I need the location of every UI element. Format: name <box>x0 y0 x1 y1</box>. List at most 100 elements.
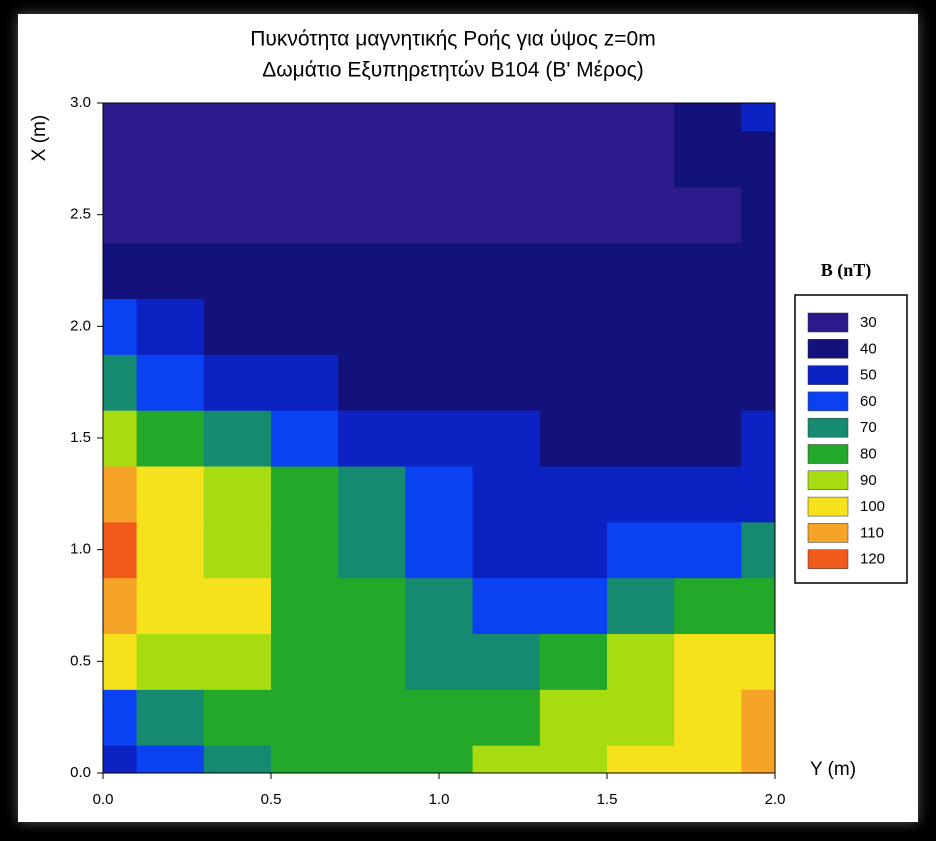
contour-cell <box>741 633 775 690</box>
contour-cell <box>338 354 406 411</box>
contour-cell <box>271 745 339 773</box>
contour-cell <box>607 354 675 411</box>
contour-cell <box>472 354 541 411</box>
contour-cell <box>136 633 205 690</box>
contour-cell <box>405 633 474 690</box>
contour-cell <box>741 103 775 132</box>
contour-cell <box>539 577 608 635</box>
contour-cell <box>674 242 742 300</box>
contour-cell <box>203 130 272 188</box>
contour-cell <box>271 354 339 411</box>
contour-cell <box>472 521 541 579</box>
y-tick-label: 1.0 <box>70 541 91 558</box>
contour-cell <box>203 354 272 411</box>
contour-cell <box>338 577 406 635</box>
contour-cell <box>607 242 675 300</box>
contour-cell <box>271 410 339 467</box>
contour-cell <box>103 689 138 746</box>
y-axis-label: X (m) <box>29 115 50 161</box>
contour-cell <box>607 745 675 773</box>
contour-cell <box>741 521 775 579</box>
contour-cell <box>607 577 675 635</box>
legend-swatch <box>807 496 849 517</box>
contour-cell <box>472 186 541 244</box>
contour-cell <box>472 689 541 746</box>
contour-cell <box>405 186 474 244</box>
contour-cell <box>136 103 205 132</box>
x-tick-label: 1.0 <box>429 791 450 808</box>
contour-cell <box>203 745 272 773</box>
contour-cell <box>271 521 339 579</box>
contour-cell <box>674 689 742 746</box>
contour-cell <box>136 298 205 355</box>
contour-cell <box>136 410 205 467</box>
contour-cell <box>103 186 138 244</box>
legend-title: B (nT) <box>821 260 872 281</box>
contour-cell <box>338 745 406 773</box>
contour-cell <box>203 410 272 467</box>
contour-cell <box>271 577 339 635</box>
y-tick-label: 3.0 <box>70 94 91 111</box>
x-tick-label: 2.0 <box>765 791 786 808</box>
legend-swatch <box>807 312 849 333</box>
contour-cell <box>674 103 742 132</box>
contour-cell <box>472 745 541 773</box>
contour-cell <box>741 410 775 467</box>
legend-label: 80 <box>860 445 877 462</box>
contour-cell <box>136 130 205 188</box>
legend-swatch <box>807 523 849 543</box>
legend-label: 70 <box>860 419 877 436</box>
contour-cell <box>472 633 541 690</box>
contour-cell <box>674 577 742 635</box>
contour-cell <box>338 186 406 244</box>
contour-cell <box>271 633 339 690</box>
contour-cell <box>539 103 608 132</box>
legend-label: 110 <box>860 524 884 541</box>
contour-cell <box>203 465 272 523</box>
contour-cell <box>338 521 406 579</box>
contour-cell <box>103 633 138 690</box>
contour-cell <box>472 242 541 300</box>
contour-cell <box>741 689 775 746</box>
contour-cell <box>338 410 406 467</box>
contour-cell <box>203 298 272 355</box>
contour-cell <box>271 103 339 132</box>
legend-label: 100 <box>860 498 885 515</box>
contour-cell <box>539 745 608 773</box>
contour-cell <box>674 465 742 523</box>
contour-cell <box>539 298 608 355</box>
contour-cell <box>741 130 775 188</box>
contour-cell <box>103 354 138 411</box>
contour-cell <box>607 186 675 244</box>
contour-cell <box>103 465 138 523</box>
contour-cell <box>472 130 541 188</box>
contour-cell <box>136 354 205 411</box>
contour-cell <box>136 521 205 579</box>
contour-cell <box>405 577 474 635</box>
contour-cell <box>203 521 272 579</box>
chart-title: Πυκνότητα μαγνητικής Ροής για ύψος z=0m <box>250 28 655 51</box>
contour-cell <box>271 186 339 244</box>
contour-cell <box>741 242 775 300</box>
x-axis-label: Y (m) <box>810 759 856 780</box>
legend-label: 50 <box>860 367 877 384</box>
contour-cell <box>405 130 474 188</box>
contour-cell <box>741 298 775 355</box>
contour-cell <box>674 410 742 467</box>
contour-cell <box>405 689 474 746</box>
contour-cell <box>607 633 675 690</box>
chart-subtitle: Δωμάτιο Εξυπηρετητών B104 (B' Μέρος) <box>262 59 644 82</box>
contour-cell <box>607 410 675 467</box>
contour-cell <box>674 521 742 579</box>
contour-cell <box>203 577 272 635</box>
contour-cell <box>338 298 406 355</box>
contour-cell <box>741 186 775 244</box>
contour-cell <box>203 186 272 244</box>
contour-cell <box>203 103 272 132</box>
contour-cell <box>741 745 775 773</box>
y-tick-label: 1.5 <box>70 429 91 446</box>
legend-label: 30 <box>860 314 877 331</box>
y-tick-label: 2.5 <box>70 206 91 223</box>
contour-cell <box>539 633 608 690</box>
